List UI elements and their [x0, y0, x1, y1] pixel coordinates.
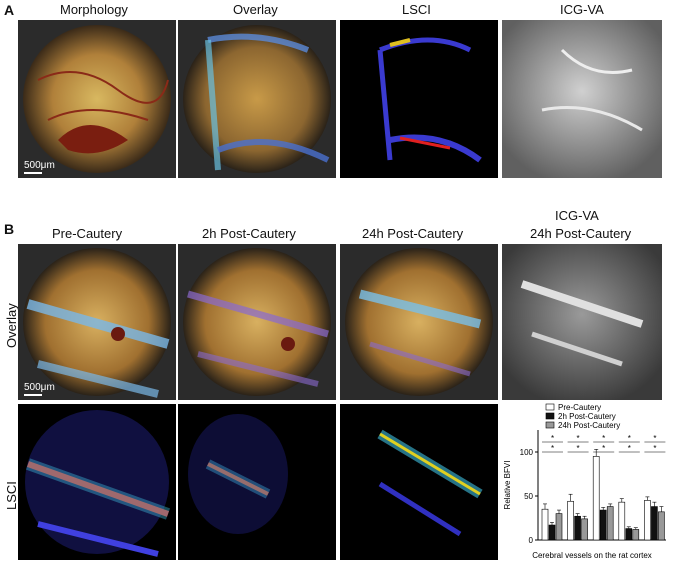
- row-label-lsci: LSCI: [4, 481, 19, 510]
- image-lsci-24h: [340, 404, 498, 560]
- legend-swatch: [545, 412, 555, 420]
- bar: [581, 518, 588, 541]
- title-icgva-b-line2: 24h Post-Cautery: [530, 226, 632, 241]
- title-24h-post: 24h Post-Cautery: [362, 226, 464, 241]
- bar: [644, 500, 651, 541]
- legend-label: 24h Post-Cautery: [558, 421, 620, 430]
- significance-star: *: [551, 434, 554, 443]
- y-tick-label: 50: [524, 492, 533, 501]
- legend-label: 2h Post-Cautery: [558, 412, 616, 421]
- image-icgva-a: [502, 20, 662, 178]
- row-label-overlay: Overlay: [4, 303, 19, 348]
- image-lsci-a: [340, 20, 498, 178]
- scale-label-b: 500μm: [24, 382, 55, 393]
- panel-a-letter: A: [4, 2, 15, 18]
- significance-star: *: [577, 444, 580, 453]
- bar: [574, 515, 581, 541]
- bar: [651, 506, 658, 541]
- title-icgva-a: ICG-VA: [560, 2, 604, 17]
- image-lsci-2h: [178, 404, 336, 560]
- bar: [541, 508, 549, 541]
- y-axis-label: Relative BFVI: [503, 461, 512, 510]
- legend-swatch: [545, 421, 555, 429]
- bar: [548, 524, 556, 541]
- significance-star: *: [653, 444, 656, 453]
- panel-b-letter: B: [4, 221, 15, 237]
- image-overlay-a: [178, 20, 336, 178]
- bar: [625, 528, 633, 541]
- title-2h-post: 2h Post-Cautery: [202, 226, 296, 241]
- bar: [658, 511, 665, 541]
- scale-bar-a: 500μm: [24, 160, 55, 174]
- bar: [592, 456, 600, 541]
- legend-swatch: [545, 403, 555, 411]
- bar: [606, 506, 614, 541]
- legend-label: Pre-Cautery: [558, 403, 601, 412]
- y-tick-label: 0: [529, 536, 534, 545]
- bar: [632, 529, 640, 541]
- significance-star: *: [628, 444, 631, 453]
- title-pre-cautery: Pre-Cautery: [52, 226, 123, 241]
- bar: [567, 500, 574, 541]
- scale-label-a: 500μm: [24, 160, 55, 171]
- image-lsci-pre: [18, 404, 176, 560]
- image-morphology: 500μm: [18, 20, 176, 178]
- significance-star: *: [653, 434, 656, 443]
- title-lsci-a: LSCI: [402, 2, 431, 17]
- significance-star: *: [602, 444, 605, 453]
- bar: [618, 501, 626, 541]
- bfvi-bar-chart: 0 50 100 Relative BFVI Cerebral vessels on t…: [503, 403, 666, 560]
- scale-bar-b: 500μm: [24, 382, 55, 396]
- image-overlay-pre: 500μm: [18, 244, 176, 400]
- image-icgva-24h: [502, 244, 662, 400]
- title-morphology: Morphology: [60, 2, 128, 17]
- title-icgva-b-line1: ICG-VA: [555, 208, 599, 223]
- bar: [599, 509, 607, 541]
- bar: [555, 513, 563, 541]
- significance-star: *: [628, 434, 631, 443]
- y-tick-label: 100: [520, 448, 534, 457]
- image-overlay-2h: [178, 244, 336, 400]
- x-axis-label: Cerebral vessels on the rat cortex: [532, 551, 652, 560]
- significance-star: *: [551, 444, 554, 453]
- significance-star: *: [577, 434, 580, 443]
- title-overlay-a: Overlay: [233, 2, 278, 17]
- significance-star: *: [602, 434, 605, 443]
- image-overlay-24h: [340, 244, 498, 400]
